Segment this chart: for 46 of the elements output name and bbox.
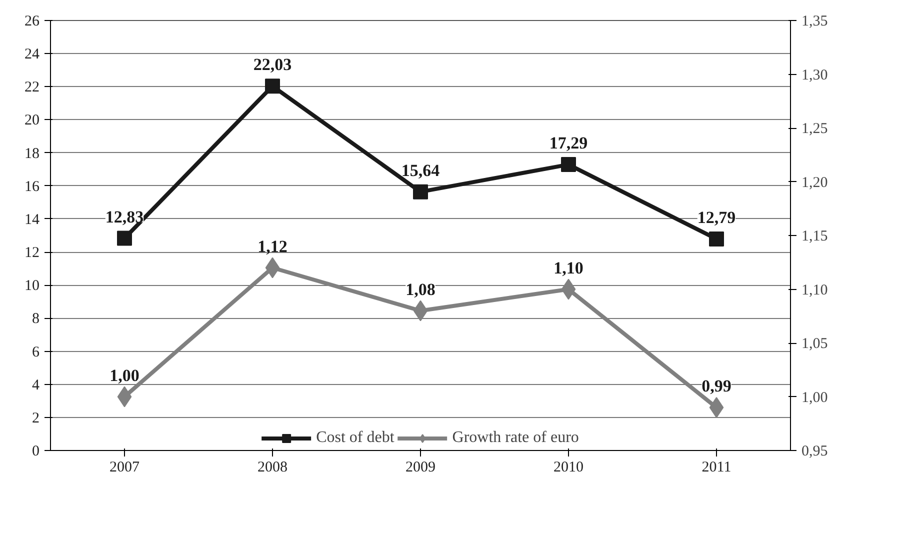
y2-tick-label: 1,35 [802,14,828,30]
y2-tick-label: 1,30 [802,67,828,84]
data-label: 1,10 [554,258,584,278]
y2-tick-label: 1,05 [802,336,828,352]
data-label: 1,00 [110,366,140,385]
y-tick-label: 16 [24,178,40,195]
point [709,231,724,246]
y2-tick-label: 1,10 [802,282,828,298]
legend-label: Growth rate of euro [452,429,579,447]
legend-label: Cost of debt [316,429,394,447]
x-tick-label: 2011 [702,460,732,476]
data-label: 12,83 [105,207,144,226]
data-label: 22,03 [253,55,292,74]
y-tick-label: 12 [24,245,40,262]
data-label: 1,12 [258,236,288,256]
data-label: 15,64 [401,160,440,180]
y-tick-label: 10 [24,278,40,294]
y-tick-label: 26 [24,14,40,30]
y-tick-label: 0 [32,444,40,460]
y-tick-label: 4 [32,377,40,394]
point [561,157,576,172]
y2-tick-label: 1,20 [802,174,828,191]
y-tick-label: 14 [24,212,40,228]
y-tick-label: 6 [32,344,40,360]
data-label: 0,99 [702,376,732,396]
x-tick-label: 2009 [406,460,436,476]
y2-tick-label: 1,00 [802,390,828,406]
data-label: 17,29 [549,134,588,153]
x-tick-label: 2008 [258,460,288,476]
y-tick-label: 8 [32,311,40,328]
y-tick-label: 18 [24,146,40,162]
data-label: 1,08 [406,280,436,299]
x-tick-label: 2010 [554,460,584,476]
y-tick-label: 2 [32,410,40,426]
point [117,230,132,246]
data-label: 12,79 [697,208,736,227]
y2-tick-label: 1,15 [802,228,828,244]
point [413,184,428,200]
y2-tick-label: 0,95 [802,444,828,460]
point [709,397,724,418]
x-tick-label: 2007 [110,460,140,476]
y-tick-label: 24 [24,46,40,63]
y2-tick-label: 1,25 [802,121,828,137]
y-tick-label: 22 [24,80,40,96]
point [265,78,280,94]
y-tick-label: 20 [24,112,40,129]
